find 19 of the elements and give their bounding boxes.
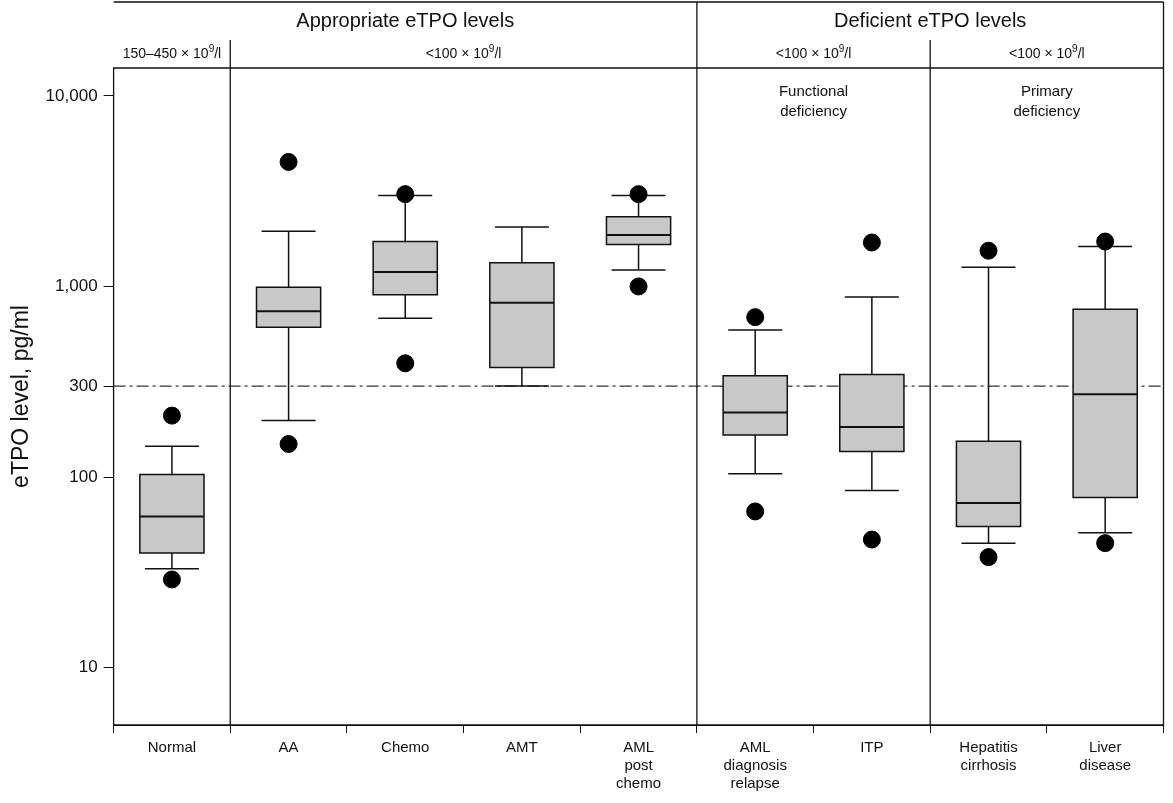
y-tick-label: 10,000 [45,85,98,105]
x-tick-label: ITP [860,738,884,756]
y-tick-label: 10 [78,657,98,677]
y-axis-title: eTPO level, pg/ml [7,305,34,488]
x-tick-label: AML post chemo [616,738,662,792]
text: Deficient eTPO levels [834,9,1027,31]
x-tick-label: AA [278,738,299,756]
y-tick-label: 1,000 [55,276,98,296]
x-tick-label: AML diagnosis relapse [723,738,787,792]
text: Appropriate eTPO levels [296,9,515,31]
x-tick-label: Hepatitis cirrhosis [959,738,1018,774]
x-tick-label: AMT [506,738,538,756]
x-tick-label: Normal [147,738,197,756]
x-tick-label: Liver disease [1079,738,1132,774]
x-tick-label: Chemo [381,738,430,756]
annotation: Primary deficiency [1013,82,1081,119]
annotation: Functional deficiency [778,82,849,119]
y-tick-label: 300 [69,375,98,395]
y-tick-label: 100 [69,466,98,486]
